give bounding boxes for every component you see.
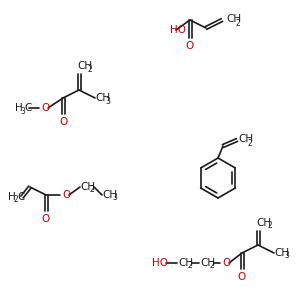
Text: CH: CH: [102, 190, 117, 200]
Text: C: C: [24, 103, 32, 113]
Text: CH: CH: [77, 61, 92, 71]
Text: 2: 2: [88, 64, 93, 74]
Text: CH: CH: [95, 93, 110, 103]
Text: C: C: [17, 192, 24, 202]
Text: CH: CH: [238, 134, 253, 144]
Text: 3: 3: [105, 97, 110, 106]
Text: H: H: [8, 192, 16, 202]
Text: 2: 2: [90, 185, 95, 194]
Text: 3: 3: [20, 106, 25, 116]
Text: O: O: [238, 272, 246, 282]
Text: O: O: [62, 190, 70, 200]
Text: CH: CH: [80, 182, 95, 192]
Text: CH: CH: [178, 258, 193, 268]
Text: CH: CH: [200, 258, 215, 268]
Text: O: O: [42, 214, 50, 224]
Text: O: O: [41, 103, 49, 113]
Text: CH: CH: [274, 248, 289, 258]
Text: 2: 2: [248, 139, 253, 148]
Text: 2: 2: [13, 196, 18, 205]
Text: HO: HO: [170, 25, 186, 35]
Text: O: O: [59, 117, 67, 127]
Text: 2: 2: [210, 262, 215, 271]
Text: 3: 3: [284, 251, 289, 260]
Text: 2: 2: [188, 262, 193, 271]
Text: O: O: [222, 258, 230, 268]
Text: 2: 2: [267, 221, 272, 230]
Text: CH: CH: [256, 218, 271, 228]
Text: 3: 3: [112, 194, 117, 202]
Text: H: H: [15, 103, 23, 113]
Text: HO: HO: [152, 258, 168, 268]
Text: CH: CH: [226, 14, 241, 24]
Text: O: O: [186, 41, 194, 51]
Text: 2: 2: [236, 19, 241, 28]
